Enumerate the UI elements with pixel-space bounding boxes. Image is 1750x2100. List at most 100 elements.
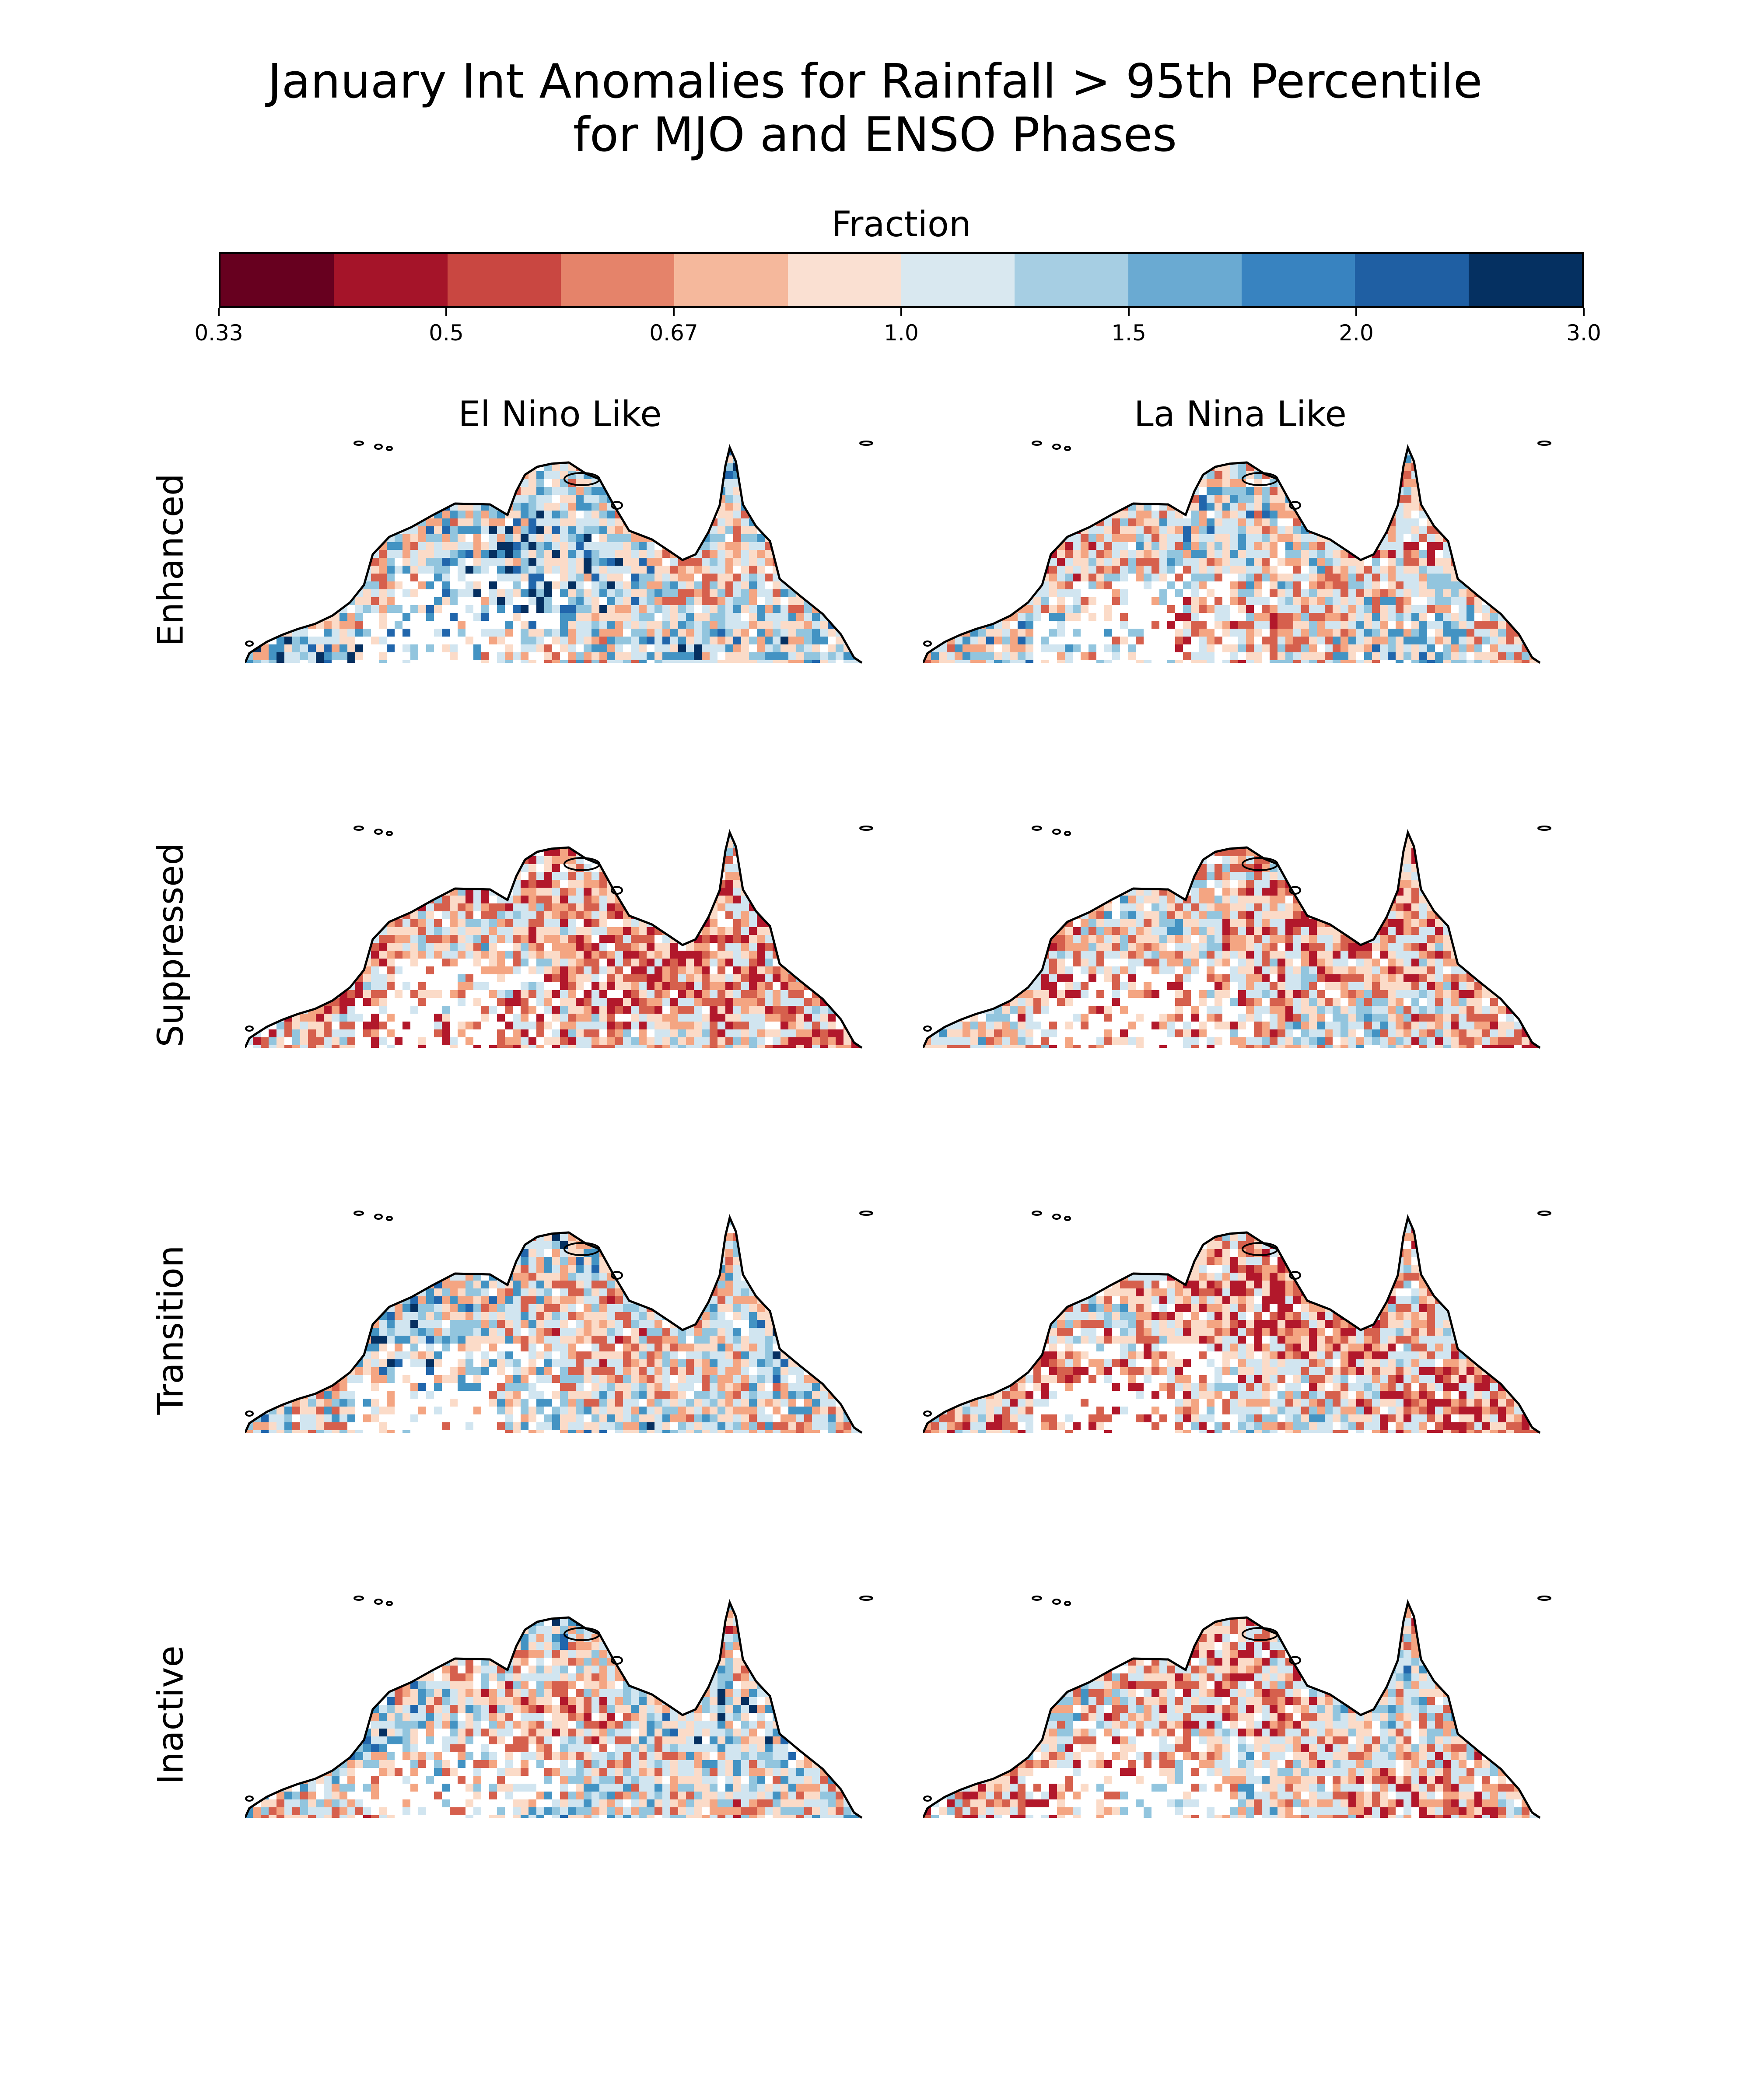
island-outline — [1052, 829, 1061, 835]
colorbar-swatch — [1241, 254, 1355, 306]
colorbar-swatch — [334, 254, 448, 306]
row-label-suppressed: Suppressed — [150, 843, 191, 1047]
island-outline — [1064, 1216, 1071, 1221]
coastline — [923, 829, 1541, 1049]
island-outline — [1242, 857, 1278, 871]
map-panel-enhanced-el-nino — [245, 440, 884, 676]
island-outline — [1537, 441, 1551, 446]
island-outline — [354, 441, 364, 446]
island-outline — [354, 1211, 364, 1216]
map-panel-transition-la-nina — [923, 1210, 1562, 1446]
island-outline — [1289, 501, 1301, 510]
island-outline — [386, 1216, 393, 1221]
map-panel-suppressed-la-nina — [923, 825, 1562, 1061]
island-outline — [859, 1596, 873, 1601]
island-outline — [354, 1596, 364, 1601]
coastline — [923, 1599, 1541, 1819]
island-outline — [374, 829, 383, 835]
map-panel-suppressed-el-nino — [245, 825, 884, 1061]
column-label-la-nina: La Nina Like — [1134, 394, 1347, 434]
colorbar-tick-mark — [1128, 308, 1130, 316]
island-outline — [1064, 1601, 1071, 1606]
colorbar-tick-mark — [1583, 308, 1585, 316]
colorbar-swatch — [560, 254, 675, 306]
coastline — [245, 444, 863, 664]
island-outline — [923, 1796, 932, 1802]
island-outline — [1032, 441, 1042, 446]
island-outline — [1032, 1596, 1042, 1601]
island-outline — [1537, 1596, 1551, 1601]
colorbar-tick-label: 1.0 — [884, 320, 919, 346]
colorbar-swatch — [901, 254, 1015, 306]
coastline — [245, 1599, 863, 1819]
coastline — [923, 444, 1541, 664]
island-outline — [611, 1271, 623, 1280]
colorbar-tick-mark — [445, 308, 447, 316]
figure-title-line-1: January Int Anomalies for Rainfall > 95t… — [267, 54, 1483, 109]
row-label-enhanced: Enhanced — [150, 473, 191, 647]
island-outline — [859, 826, 873, 831]
island-outline — [354, 826, 364, 831]
colorbar-label: Fraction — [831, 204, 971, 245]
island-outline — [1289, 886, 1301, 895]
colorbar-tick-label: 1.5 — [1111, 320, 1146, 346]
row-label-inactive: Inactive — [150, 1645, 191, 1785]
colorbar-tick-mark — [673, 308, 675, 316]
island-outline — [1242, 472, 1278, 486]
island-outline — [1289, 1271, 1301, 1280]
island-outline — [386, 1601, 393, 1606]
island-outline — [1052, 444, 1061, 450]
coastline — [245, 829, 863, 1049]
colorbar — [219, 252, 1584, 308]
island-outline — [923, 1026, 932, 1032]
coastline — [923, 1214, 1541, 1434]
island-outline — [374, 1214, 383, 1220]
island-outline — [1032, 826, 1042, 831]
island-outline — [564, 1242, 600, 1256]
colorbar-swatch — [674, 254, 788, 306]
colorbar-swatch — [1015, 254, 1128, 306]
colorbar-swatch — [447, 254, 561, 306]
colorbar-tick-label: 2.0 — [1339, 320, 1374, 346]
island-outline — [1242, 1242, 1278, 1256]
map-panel-enhanced-la-nina — [923, 440, 1562, 676]
island-outline — [1064, 446, 1071, 451]
column-label-el-nino: El Nino Like — [458, 394, 662, 434]
map-panel-inactive-la-nina — [923, 1595, 1562, 1831]
island-outline — [386, 831, 393, 836]
colorbar-swatch — [1355, 254, 1469, 306]
island-outline — [564, 857, 600, 871]
colorbar-swatch — [788, 254, 901, 306]
colorbar-tick-label: 0.33 — [194, 320, 243, 346]
island-outline — [859, 441, 873, 446]
island-outline — [1537, 1211, 1551, 1216]
island-outline — [1064, 831, 1071, 836]
island-outline — [923, 640, 932, 647]
colorbar-tick-mark — [1355, 308, 1357, 316]
island-outline — [245, 1796, 254, 1802]
coastline — [245, 1214, 863, 1434]
colorbar-tick-label: 3.0 — [1566, 320, 1601, 346]
island-outline — [611, 1656, 623, 1665]
colorbar-tick-label: 0.67 — [649, 320, 698, 346]
island-outline — [611, 886, 623, 895]
island-outline — [245, 1410, 254, 1417]
colorbar-swatch — [220, 254, 334, 306]
map-panel-inactive-el-nino — [245, 1595, 884, 1831]
row-label-transition: Transition — [150, 1245, 191, 1415]
island-outline — [564, 472, 600, 486]
island-outline — [1052, 1599, 1061, 1605]
island-outline — [374, 444, 383, 450]
island-outline — [611, 501, 623, 510]
colorbar-swatch — [1468, 254, 1582, 306]
island-outline — [564, 1627, 600, 1641]
island-outline — [386, 446, 393, 451]
figure-title-line-2: for MJO and ENSO Phases — [573, 108, 1177, 162]
colorbar-tick-label: 0.5 — [429, 320, 464, 346]
island-outline — [245, 640, 254, 647]
colorbar-tick-mark — [900, 308, 902, 316]
island-outline — [245, 1026, 254, 1032]
colorbar-tick-mark — [218, 308, 220, 316]
island-outline — [1052, 1214, 1061, 1220]
